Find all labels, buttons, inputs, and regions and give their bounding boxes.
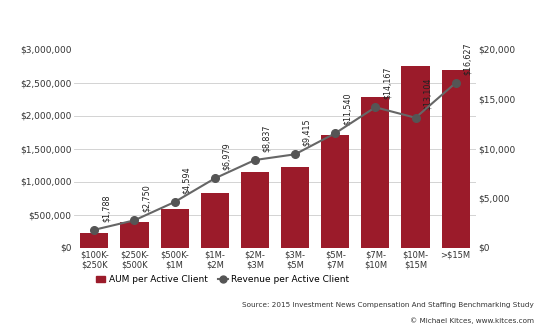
Legend: AUM per Active Client, Revenue per Active Client: AUM per Active Client, Revenue per Activ… xyxy=(92,271,353,287)
Text: © Michael Kitces, www.kitces.com: © Michael Kitces, www.kitces.com xyxy=(410,317,534,324)
Text: $1,788: $1,788 xyxy=(102,194,111,222)
Text: $14,167: $14,167 xyxy=(383,67,392,99)
Bar xyxy=(442,70,470,248)
Text: $16,627: $16,627 xyxy=(463,42,472,75)
Bar xyxy=(402,66,430,248)
Text: $9,415: $9,415 xyxy=(302,119,311,147)
Text: $2,750: $2,750 xyxy=(142,184,151,213)
Text: $6,979: $6,979 xyxy=(222,143,231,171)
Text: $13,104: $13,104 xyxy=(423,78,432,110)
Bar xyxy=(281,167,309,248)
Bar xyxy=(80,233,108,248)
Bar xyxy=(120,222,148,248)
Bar xyxy=(161,209,189,248)
Text: Source: 2015 Investment News Compensation And Staffing Benchmarking Study: Source: 2015 Investment News Compensatio… xyxy=(242,302,534,308)
Text: $11,540: $11,540 xyxy=(343,93,351,125)
Text: MEDIAN REVENUE PER CLIENT AND AUM PER CLIENT, BY FIRM SIZE: MEDIAN REVENUE PER CLIENT AND AUM PER CL… xyxy=(54,16,496,29)
Text: $8,837: $8,837 xyxy=(262,125,271,152)
Bar xyxy=(321,135,349,248)
Bar xyxy=(201,193,229,248)
Bar xyxy=(241,172,269,248)
Text: $4,594: $4,594 xyxy=(182,166,191,194)
Bar xyxy=(361,97,389,248)
